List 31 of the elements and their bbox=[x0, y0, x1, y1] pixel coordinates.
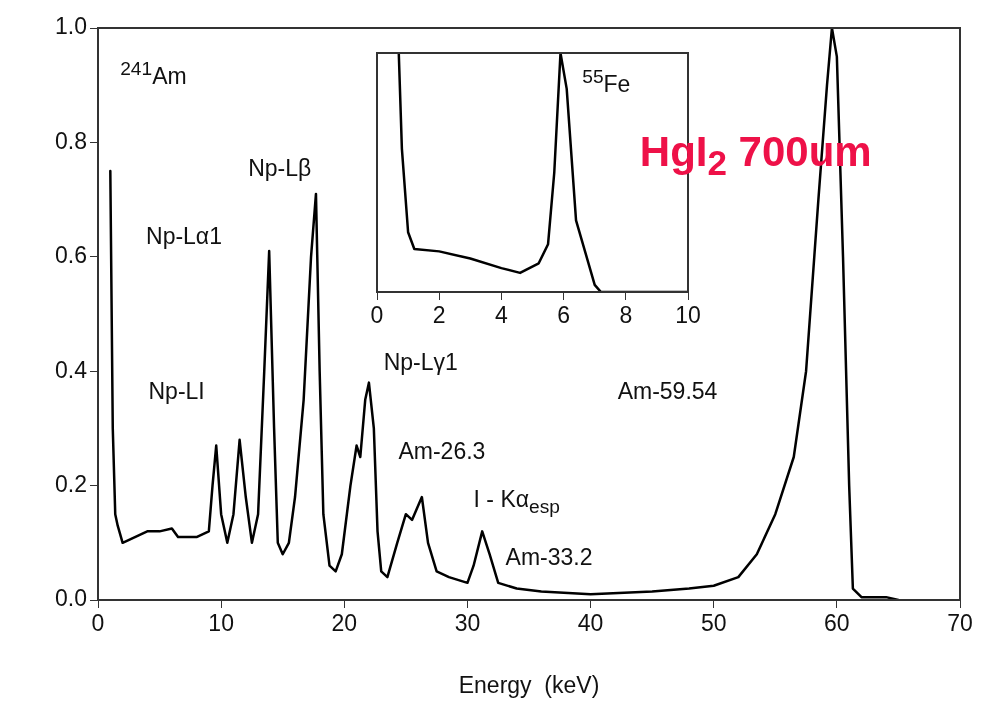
annotation: I - Kα$_{esp}$ bbox=[473, 486, 560, 518]
x-tick-label: 40 bbox=[577, 610, 604, 637]
x-tick-label: 10 bbox=[208, 610, 234, 637]
x-tick-label: 6 bbox=[557, 302, 570, 329]
y-tick-label: 0.8 bbox=[55, 127, 87, 154]
x-tick-label: 4 bbox=[495, 302, 508, 329]
annotation: Np-Lα1 bbox=[146, 223, 222, 250]
annotation: $^{241}$Am bbox=[120, 58, 187, 90]
annotation: Am-33.2 bbox=[505, 543, 593, 570]
annotation: Np-Lγ1 bbox=[383, 349, 458, 376]
x-tick-label: 0 bbox=[370, 302, 384, 329]
x-tick-label: 30 bbox=[454, 610, 481, 637]
y-tick-label: 0.6 bbox=[55, 242, 87, 269]
x-tick-label: 8 bbox=[619, 302, 633, 329]
y-tick-label: 1.0 bbox=[55, 13, 87, 40]
annotation: Am-26.3 bbox=[398, 437, 486, 464]
annotation: Np-Lβ bbox=[248, 154, 312, 181]
y-tick-label: 0.2 bbox=[55, 470, 87, 497]
x-tick-label: 2 bbox=[432, 302, 446, 329]
x-tick-label: 60 bbox=[824, 610, 850, 637]
x-axis-title: Energy (keV) bbox=[458, 671, 600, 698]
x-tick-label: 70 bbox=[947, 610, 973, 637]
y-tick-label: 0.0 bbox=[55, 585, 87, 612]
x-tick-label: 10 bbox=[675, 302, 701, 329]
annotation: Np-LI bbox=[148, 377, 205, 404]
x-tick-label: 20 bbox=[331, 610, 358, 637]
x-tick-label: 50 bbox=[700, 610, 727, 637]
annotation: Am-59.54 bbox=[617, 377, 718, 404]
x-tick-label: 0 bbox=[91, 610, 105, 637]
y-tick-label: 0.4 bbox=[55, 356, 88, 383]
annotation: $^{55}$Fe bbox=[582, 66, 631, 97]
